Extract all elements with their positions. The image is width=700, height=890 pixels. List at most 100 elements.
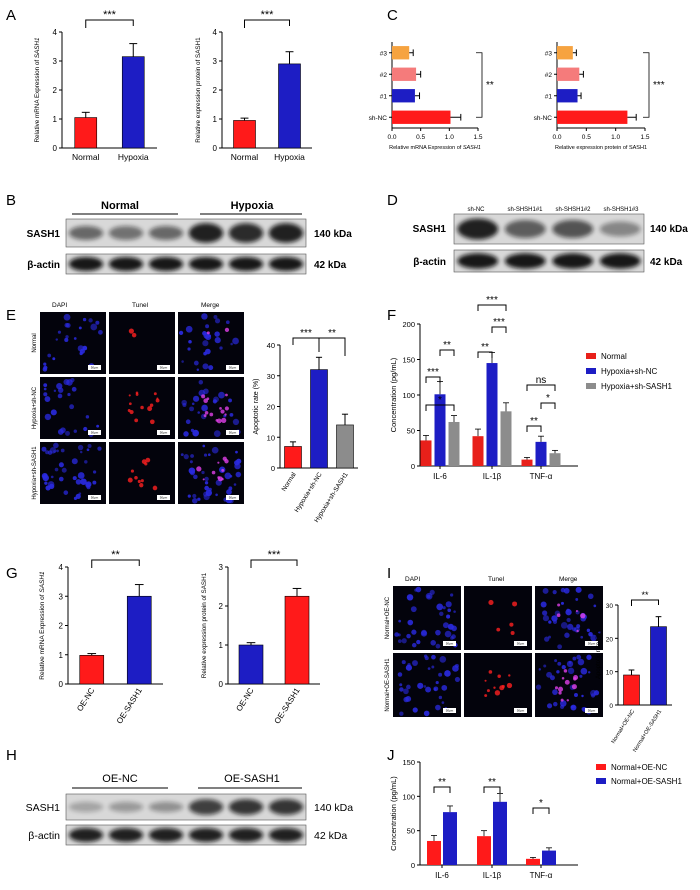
micro_E-nucleus (57, 429, 64, 435)
micro_I-nucleus (560, 601, 565, 605)
micro_I-scale-label: 50μm (588, 642, 596, 646)
micro_E-nucleus (205, 334, 212, 341)
micro_E-image-background (40, 312, 106, 374)
micro_E-nucleus (181, 360, 184, 363)
micro_E-tunel-signal (149, 403, 154, 407)
micro_E-nucleus (78, 326, 82, 330)
micro_I-nucleus (551, 615, 558, 622)
micro_E-nucleus (57, 330, 61, 334)
micro_E-nucleus (190, 454, 194, 458)
micro_E-image-tile: 50μm (109, 442, 175, 504)
micro_E-nucleus (219, 346, 223, 350)
micro_I-nucleus (397, 639, 402, 644)
chart-A2-ylabel: Relative expression protein of SASH1 (195, 37, 202, 143)
micro_E-nucleus (53, 442, 59, 449)
chart-A1-ylabel: Relative mRNA Expression of SASH1 (34, 38, 41, 143)
panel-letter-D: D (387, 192, 398, 209)
chart-A2-ytick-label: 4 (213, 28, 218, 37)
micro_I-nucleus (552, 590, 557, 595)
chart-J-legend-swatch (596, 764, 606, 770)
micro_E-nucleus (192, 498, 198, 504)
micro_I-nucleus (435, 643, 441, 649)
micro_E-nucleus (56, 383, 63, 390)
micro_I-nucleus (588, 631, 593, 637)
chart-F-bar (420, 440, 432, 466)
micro_I-nucleus (566, 660, 574, 668)
panel-letter-I: I (387, 565, 391, 582)
chart-G1-category-label: OE-SASH1 (115, 686, 144, 726)
micro_I-nucleus (573, 692, 578, 697)
chart-A1-ytick-label: 2 (53, 86, 58, 95)
micro_E-nucleus (79, 450, 83, 454)
chart-E-significance-bracket (292, 337, 320, 352)
micro_E-nucleus (180, 453, 184, 457)
micro_E-nucleus (178, 330, 184, 335)
micro_I-nucleus (564, 632, 570, 638)
micro_E-nucleus (208, 365, 214, 371)
micro_I-tunel-signal (496, 627, 501, 632)
micro_E-nucleus (187, 347, 191, 351)
western-D-size-label: 140 kDa (650, 224, 688, 235)
chart-C1-bar (392, 67, 417, 81)
micro_I-scale-label: 50μm (446, 642, 454, 646)
micro_I-image-tile: 50μm (535, 586, 603, 650)
micro_I-nucleus (593, 604, 597, 608)
micro_E-tunel-signal (224, 327, 230, 333)
western-H-row-label: SASH1 (26, 802, 61, 814)
chart-F-ytick-label: 200 (402, 320, 415, 329)
chart-G2-significance-label: *** (268, 549, 282, 561)
micro_I-row-label: Normal+OE-SASH1 (385, 658, 391, 712)
micro_E-tunel-signal (220, 409, 225, 414)
micro_E-tunel-signal (209, 412, 214, 417)
chart-I-ytick-label: 0 (609, 703, 613, 710)
micro_I-nucleus (581, 707, 586, 711)
chart-E-ytick-label: 10 (267, 433, 275, 442)
micro_E-nucleus (232, 418, 240, 426)
chart-I-bar (623, 674, 640, 706)
ylabel-text: Relative mRNA Expression of (39, 593, 46, 680)
micro_E-scale-label: 50μm (160, 496, 168, 500)
chart-C2-bar (557, 110, 628, 124)
micro_E-nucleus (211, 446, 219, 454)
chart-A1-category-label: Normal (72, 152, 100, 162)
chart-F-significance-bracket (491, 326, 507, 333)
micro_I-scale-bar (514, 708, 527, 713)
chart-C1-bar (392, 110, 451, 124)
micro_I-nucleus (546, 703, 553, 709)
panel-letter-B: B (6, 192, 16, 209)
micro_E-tunel-signal (152, 485, 158, 491)
micro_I-nucleus (439, 656, 447, 663)
micro_E-nucleus (193, 474, 198, 480)
chart-F-category-label: IL-1β (483, 472, 502, 481)
micro_E-nucleus (204, 476, 209, 482)
micro_I-nucleus (410, 606, 417, 613)
micro_I-tunel-signal (493, 686, 496, 689)
micro_E-tunel-signal (128, 328, 134, 334)
micro_E-nucleus (213, 396, 219, 403)
chart-C2-bar (557, 89, 578, 103)
chart-C1-xtick-label: 1.0 (445, 134, 454, 141)
chart-F-significance-label: *** (493, 317, 505, 328)
chart-C1-category-label: sh-NC (369, 115, 388, 122)
micro_I-nucleus (552, 689, 558, 695)
micro_E-scale-bar (88, 365, 101, 370)
chart-G2-ytick-label: 0 (219, 680, 224, 689)
micro_I-nucleus (581, 694, 584, 698)
western-B-actin-row-band (108, 257, 144, 271)
chart-A2-bar (233, 120, 256, 149)
micro_E-nucleus (73, 337, 77, 340)
micro_I-nucleus (579, 674, 583, 678)
chart-G1-significance-bracket (91, 559, 140, 568)
micro_I-scale-label: 50μm (446, 709, 454, 713)
chart-G2-category-label: OE-SASH1 (273, 686, 302, 726)
western-H-actin-row-band (68, 828, 104, 842)
western-B-sash1-row-membrane (65, 218, 307, 248)
micro_E-nucleus (192, 493, 197, 499)
micro_I-nucleus (587, 671, 591, 674)
micro_I-tunel-signal (506, 682, 513, 689)
micro_E-nucleus (55, 338, 59, 341)
chart-F-category-label: TNF-α (530, 472, 553, 481)
micro_I-nucleus (415, 586, 422, 593)
chart-I-bar (650, 626, 667, 706)
western-H-sash1-row-band (68, 801, 104, 813)
